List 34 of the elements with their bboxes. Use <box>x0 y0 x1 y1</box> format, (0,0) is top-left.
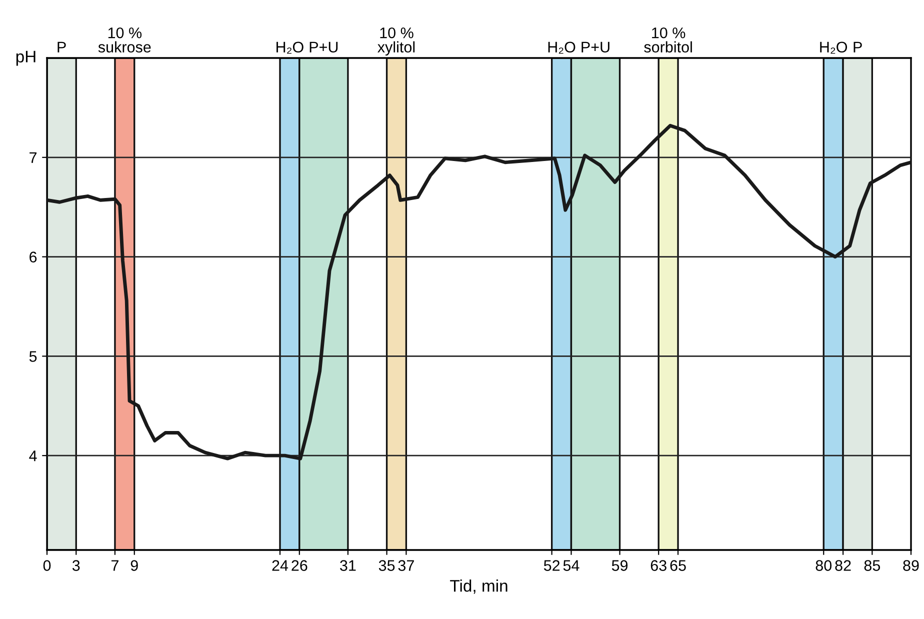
x-tick-label: 9 <box>130 560 138 571</box>
band-label: P+U <box>582 42 610 53</box>
x-tick-label: 0 <box>43 560 51 571</box>
x-tick-label: 54 <box>563 560 580 571</box>
band-label: P+U <box>310 42 338 53</box>
x-tick-label: 7 <box>111 560 118 571</box>
x-tick-label: 24 <box>272 560 288 571</box>
band-label: H₂O <box>820 42 848 54</box>
band-label: P <box>58 42 66 52</box>
x-tick-label: 89 <box>903 560 919 571</box>
x-tick-label: 85 <box>864 560 880 571</box>
x-tick-label: 31 <box>340 560 356 571</box>
x-tick-label: 3 <box>72 560 80 571</box>
y-tick-label: 5 <box>29 351 37 362</box>
x-tick-label: 26 <box>292 560 308 571</box>
y-tick-label: 7 <box>30 152 37 163</box>
x-tick-label: 82 <box>835 560 851 571</box>
x-tick-label: 80 <box>816 560 832 571</box>
x-tick-label: 52 <box>544 560 560 571</box>
band-label: P <box>854 42 862 52</box>
x-tick-label: 59 <box>612 560 628 571</box>
y-axis-title: pH <box>16 50 36 66</box>
x-tick-label: 37 <box>398 560 414 571</box>
band-label: H₂O <box>276 42 304 54</box>
band-label: 10 % sukrose <box>98 27 151 53</box>
y-tick-label: 4 <box>29 450 37 462</box>
x-tick-label: 63 <box>650 560 666 571</box>
band-label: 10 % xylitol <box>378 27 415 56</box>
x-tick-label: 35 <box>378 560 395 571</box>
band-label: H₂O <box>548 42 576 54</box>
x-axis-title: Tid, min <box>450 580 508 594</box>
band-label: 10 % sorbitol <box>644 27 692 53</box>
x-tick-label: 65 <box>670 560 686 571</box>
y-tick-label: 6 <box>30 252 37 262</box>
